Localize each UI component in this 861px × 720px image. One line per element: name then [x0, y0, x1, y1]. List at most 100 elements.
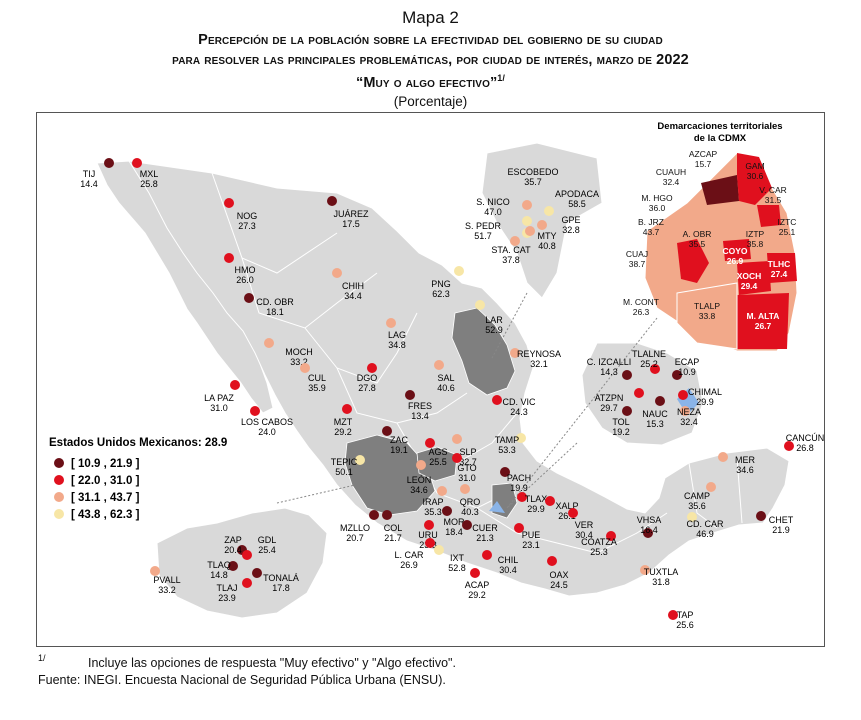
cdmx-tlalp-area	[676, 282, 738, 350]
legend: Estados Unidos Mexicanos: 28.9 [ 10.9 , …	[49, 437, 227, 521]
cdmx-name-label: COYO	[722, 246, 747, 256]
city-value-label: 30.4	[575, 530, 593, 540]
city-marker	[756, 511, 766, 521]
city-marker	[606, 531, 616, 541]
cdmx-value-label: 38.7	[629, 259, 646, 269]
city-marker	[434, 545, 444, 555]
city-marker	[242, 550, 252, 560]
city-name-label: PNG	[431, 279, 451, 289]
city-name-label: FRES	[408, 401, 432, 411]
inset-cdmx-map	[644, 152, 798, 352]
city-value-label: 25.3	[590, 547, 608, 557]
city-name-label: ACAP	[465, 580, 490, 590]
legend-label-1: [ 22.0 , 31.0 ]	[71, 475, 140, 487]
city-name-label: URU	[418, 530, 438, 540]
city-value-label: 23.1	[522, 540, 540, 550]
city-marker	[244, 293, 254, 303]
city-value-label: 13.4	[411, 411, 429, 421]
cdmx-name-label: GAM	[745, 161, 764, 171]
city-marker	[525, 226, 535, 236]
legend-swatch-2	[54, 492, 64, 502]
city-value-label: 34.4	[344, 291, 362, 301]
city-marker	[369, 510, 379, 520]
city-marker	[687, 512, 697, 522]
units-label: (Porcentaje)	[393, 94, 468, 109]
city-marker	[132, 158, 142, 168]
cdmx-xoch-area	[737, 261, 771, 295]
map-label: Mapa 2	[402, 8, 459, 27]
cdmx-name-label: M. ALTA	[747, 311, 780, 321]
cdmx-name-label: CUAJ	[626, 249, 648, 259]
city-value-label: 19.2	[612, 427, 630, 437]
city-name-label: CANCÚN	[786, 433, 824, 443]
city-value-label: 24.3	[510, 407, 528, 417]
city-name-label: NOG	[237, 211, 258, 221]
legend-label-2: [ 31.1 , 43.7 ]	[71, 492, 140, 504]
city-value-label: 40.8	[538, 241, 556, 251]
city-value-label: 46.9	[696, 529, 714, 539]
highlight-state-jalisco	[344, 434, 436, 516]
city-value-label: 52.9	[485, 325, 503, 335]
state-borders	[211, 172, 743, 554]
city-name-label: LOS CABOS	[241, 417, 293, 427]
city-marker	[460, 484, 470, 494]
cdmx-value-label: 36.0	[649, 203, 666, 213]
city-value-label: 37.8	[502, 255, 520, 265]
city-value-label: 25.6	[676, 620, 694, 630]
cdmx-value-label: 26.3	[633, 307, 650, 317]
city-marker	[367, 363, 377, 373]
city-name-label: CHET	[769, 515, 794, 525]
legend-item-0: [ 10.9 , 21.9 ]	[54, 458, 140, 470]
city-name-label: NAUC	[642, 409, 668, 419]
cdmx-malta-area	[737, 293, 789, 349]
city-value-label: 19.9	[510, 483, 528, 493]
city-value-label: 29.2	[468, 590, 486, 600]
cdmx-name-label: TLHC	[768, 259, 791, 269]
city-marker	[622, 370, 632, 380]
legend-swatch-1	[54, 475, 64, 485]
city-name-label: QRO	[460, 497, 481, 507]
cdmx-inset-title-2: de la CDMX	[694, 133, 747, 144]
city-value-label: 26.1	[558, 511, 576, 521]
city-marker	[386, 318, 396, 328]
city-marker	[622, 406, 632, 416]
city-name-label: COATZA	[581, 537, 617, 547]
city-value-label: 40.3	[461, 507, 479, 517]
city-name-label: CUER	[472, 523, 498, 533]
city-marker	[475, 300, 485, 310]
city-value-label: 35.7	[524, 177, 542, 187]
city-value-label: 32.1	[530, 359, 548, 369]
city-value-label: 18.4	[445, 527, 463, 537]
legend-item-3: [ 43.8 , 62.3 ]	[54, 509, 140, 521]
city-value-label: 52.8	[448, 563, 466, 573]
map-title-line-1: Percepción de la población sobre la efec…	[198, 32, 663, 48]
city-marker	[332, 268, 342, 278]
city-name-label: JUÁREZ	[333, 209, 369, 219]
city-marker	[300, 363, 310, 373]
cdmx-name-label: AZCAP	[689, 149, 718, 159]
city-name-label: XALP	[555, 501, 578, 511]
city-value-label: 31.0	[458, 473, 476, 483]
city-value-label: 20.7	[346, 533, 364, 543]
city-value-label: 21.9	[772, 525, 790, 535]
city-marker	[382, 510, 392, 520]
city-marker	[643, 528, 653, 538]
